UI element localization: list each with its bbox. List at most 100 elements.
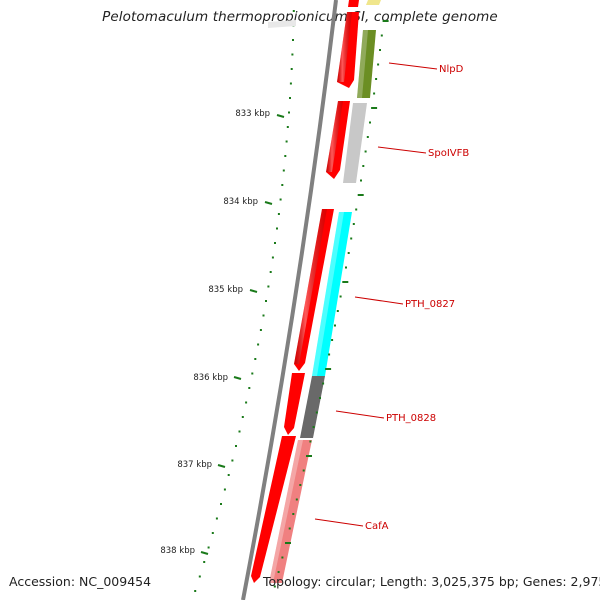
scale-dot bbox=[289, 97, 291, 99]
gene-label-spoivfb: SpoIVFB bbox=[428, 148, 469, 159]
scale-dot bbox=[231, 459, 234, 462]
inner-scale-dash bbox=[371, 107, 378, 109]
inner-scale-dash bbox=[306, 455, 312, 457]
topology-text: Topology: circular; Length: 3,025,375 bp… bbox=[263, 574, 600, 589]
strand-arrow bbox=[284, 373, 305, 435]
gene-bar-pth-0827 bbox=[312, 212, 352, 376]
inner-scale-dash bbox=[273, 585, 276, 588]
inner-scale-dash bbox=[339, 295, 342, 298]
kbp-tick-mark bbox=[276, 114, 285, 118]
inner-scale-dash bbox=[345, 266, 347, 269]
leader-line bbox=[314, 518, 364, 527]
inner-scale-dash bbox=[288, 527, 291, 530]
inner-scale-dash bbox=[281, 556, 284, 559]
scale-dot bbox=[254, 358, 257, 360]
scale-dot bbox=[274, 242, 276, 244]
scale-dot bbox=[248, 387, 251, 389]
inner-scale-dash bbox=[342, 281, 349, 283]
inner-scale-dash bbox=[366, 136, 369, 138]
kbp-tick-label: 833 kbp bbox=[235, 109, 270, 119]
inner-scale-dash bbox=[331, 339, 334, 341]
leader-line bbox=[388, 62, 438, 70]
inner-scale-dash bbox=[315, 411, 318, 414]
scale-dot bbox=[290, 68, 293, 70]
scale-dot bbox=[198, 575, 201, 578]
inner-scale-dash bbox=[302, 469, 305, 472]
scale-dot bbox=[288, 111, 290, 114]
scale-dot bbox=[279, 198, 282, 201]
gene-bar-pth-0828 bbox=[300, 376, 325, 438]
scale-dot bbox=[265, 300, 267, 302]
scale-dot bbox=[284, 155, 287, 157]
kbp-tick-label: 837 kbp bbox=[177, 460, 212, 470]
gene-label-leaders bbox=[314, 62, 438, 527]
kbp-tick-label: 834 kbp bbox=[223, 197, 258, 207]
inner-scale-dash bbox=[352, 223, 355, 225]
scale-dot bbox=[257, 343, 260, 346]
inner-scale-dash bbox=[336, 310, 339, 312]
inner-scale-dash bbox=[292, 513, 295, 515]
inner-scale-dash bbox=[350, 237, 353, 240]
inner-scale-dash bbox=[334, 324, 336, 327]
gene-bar-cafa bbox=[269, 440, 312, 583]
scale-dot bbox=[227, 474, 230, 476]
kbp-tick-label: 835 kbp bbox=[208, 285, 243, 295]
kbp-tick-mark bbox=[233, 376, 242, 380]
dotted-scale-ring bbox=[194, 10, 295, 592]
inner-scale-dash bbox=[309, 440, 312, 443]
inner-scale-dash bbox=[379, 49, 381, 51]
genome-backbone bbox=[241, 0, 338, 600]
scale-dot bbox=[194, 590, 197, 592]
scale-dot bbox=[291, 53, 294, 56]
inner-scale-dash bbox=[319, 397, 321, 399]
scale-dot bbox=[241, 416, 244, 418]
inner-scale-dash bbox=[285, 542, 291, 544]
strand-arrow bbox=[348, 0, 359, 7]
scale-dot bbox=[282, 169, 285, 172]
scale-dot bbox=[251, 372, 254, 375]
inner-scale-marks bbox=[273, 20, 389, 588]
accession-text: Accession: NC_009454 bbox=[9, 574, 152, 589]
inner-scale-dash bbox=[380, 34, 383, 37]
inner-scale-dash bbox=[357, 194, 364, 196]
scale-dot bbox=[235, 445, 237, 447]
scale-dot bbox=[269, 271, 272, 273]
inner-scale-dash bbox=[312, 426, 315, 428]
scale-dot bbox=[220, 503, 222, 505]
scale-dot bbox=[286, 126, 289, 128]
gene-label-pth-0828: PTH_0828 bbox=[386, 413, 436, 424]
scale-dot bbox=[211, 532, 214, 534]
inner-scale-dash bbox=[364, 150, 367, 153]
gene-bars bbox=[269, 30, 376, 583]
scale-dot bbox=[289, 82, 292, 85]
inner-scale-dash bbox=[360, 179, 362, 182]
scale-dot bbox=[215, 517, 218, 520]
leader-line bbox=[377, 146, 427, 154]
scale-dot bbox=[271, 256, 274, 259]
gene-label-nlpd: NlpD bbox=[439, 64, 464, 75]
inner-scale-dash bbox=[373, 92, 376, 95]
scale-dot bbox=[267, 285, 270, 288]
kbp-tick-mark bbox=[249, 289, 258, 293]
inner-scale-dash bbox=[369, 121, 371, 124]
kbp-tick-mark bbox=[217, 464, 226, 468]
leader-line bbox=[354, 296, 404, 305]
scale-dot bbox=[285, 140, 288, 143]
inner-scale-dash bbox=[322, 382, 325, 385]
gene-label-cafa: CafA bbox=[365, 521, 389, 532]
scale-dot bbox=[238, 430, 241, 433]
map-title: Pelotomaculum thermopropionicum SI, comp… bbox=[102, 9, 498, 25]
inner-scale-dash bbox=[295, 498, 298, 501]
scale-dot bbox=[207, 546, 210, 549]
scale-dot bbox=[203, 561, 206, 563]
inner-scale-dash bbox=[328, 353, 331, 356]
small-label-glyph bbox=[268, 20, 296, 28]
inner-scale-dash bbox=[382, 20, 389, 22]
scale-dot bbox=[292, 10, 295, 12]
scale-dot bbox=[223, 488, 226, 491]
inner-scale-dash bbox=[325, 368, 332, 370]
leader-line bbox=[335, 410, 385, 419]
strand-arrow bbox=[251, 436, 296, 583]
